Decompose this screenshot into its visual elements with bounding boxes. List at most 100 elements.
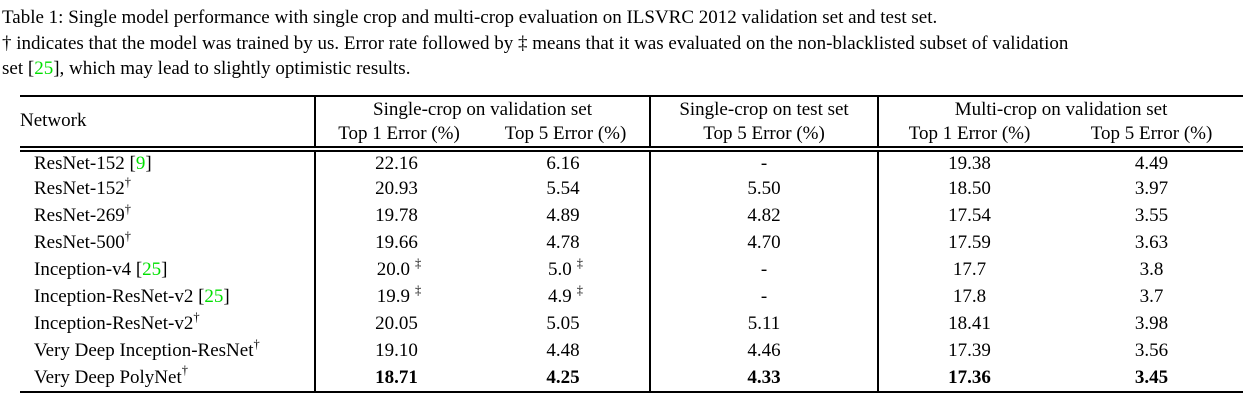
table-row: Inception-ResNet-v2 [25] 19.9 ‡ 4.9 ‡ - 17… [20,283,1243,311]
caption-line-1: Table 1: Single model performance with s… [2,5,1243,31]
value-cell: 4.70 [649,229,879,257]
value: 20.93 [375,178,418,199]
value-cell: 4.33 [649,364,879,392]
table-row: Inception-v4 [25] 20.0 ‡ 5.0 ‡ - 17.7 3.8 [20,256,1243,284]
value: 18.71 [375,366,418,388]
dagger-mark: † [193,310,200,324]
results-table: Network Single-crop on validation set Si… [20,94,1244,393]
value: 20.0 [376,259,410,280]
value-cell: 5.05 [482,311,650,338]
network-name: Very Deep PolyNet [34,366,182,388]
value-cell: 3.8 [1139,259,1164,280]
value: 22.16 [375,152,418,174]
value-cell: 20.05 [314,310,482,338]
value: 5.54 [546,178,580,199]
ref-bracket: ] [223,286,230,307]
dagger-mark: † [181,364,188,378]
value-cell: 17.36 [877,364,1061,392]
value: 19.10 [375,340,418,361]
value-cell: 3.55 [1134,205,1169,226]
value: 19.66 [375,232,418,253]
citation-ref-25[interactable]: 25 [34,58,54,79]
table-caption: Table 1: Single model performance with s… [0,0,1245,82]
value-cell: 18.41 [877,310,1061,338]
value: 5.0 [548,259,572,280]
value: 4.25 [546,366,580,388]
value-cell: 20.0 ‡ [314,256,482,284]
ref-bracket: [ [193,286,205,307]
network-name: ResNet-152 [34,152,125,174]
value-cell: 3.98 [1134,313,1169,334]
value-cell: - [649,256,879,284]
table-row: Inception-ResNet-v2† 20.05 5.05 5.11 18.… [20,310,1243,338]
value-cell: 17.54 [877,202,1061,230]
header-group-single-crop-test: Single-crop on test set [649,95,879,123]
citation-ref[interactable]: 25 [142,259,162,280]
value-cell: 4.78 [482,230,650,257]
value: 5.05 [546,313,580,334]
value-cell: - [649,283,879,311]
ref-bracket: ] [161,259,168,280]
value: 4.89 [546,205,580,226]
network-cell: ResNet-152 [9] [20,149,315,176]
network-cell: Inception-v4 [25] [20,257,315,284]
network-name: ResNet-500 [34,232,125,253]
dagger-mark: † [124,175,132,189]
value: 20.05 [375,313,418,334]
double-dagger-mark: ‡ [576,256,583,270]
value-cell: 18.71 [314,364,482,392]
dagger-mark: † [253,337,260,351]
header-sc-val-top5: Top 5 Error (%) [482,122,651,152]
citation-ref[interactable]: 9 [135,152,146,174]
value-cell: 5.54 [482,176,650,203]
header-group-row: Network Single-crop on validation set Si… [20,95,1244,152]
value-cell: 19.10 [314,337,482,365]
network-name: Inception-ResNet-v2 [34,286,194,307]
caption-line-3: set [25], which may lead to slightly opt… [2,56,1243,82]
double-dagger-mark: ‡ [576,283,583,297]
header-mc-val-top1: Top 1 Error (%) [877,122,1061,152]
value-cell: 19.9 ‡ [314,283,482,311]
network-name: Inception-ResNet-v2 [34,313,194,334]
caption-text: ], which may lead to slightly optimistic… [53,58,411,79]
network-name: ResNet-152 [34,178,125,199]
network-name: Very Deep Inception-ResNet [34,340,254,361]
value-cell: 17.59 [877,229,1061,257]
header-sub-row: Top 1 Error (%) Top 5 Error (%) Top 5 Er… [20,122,1244,152]
value-cell: 4.89 [482,203,650,230]
network-name: ResNet-269 [34,205,125,226]
caption-label: Table 1: [2,7,64,28]
value-cell: 3.63 [1134,232,1169,253]
value-cell: 19.38 [877,148,1061,176]
value: 4.78 [546,232,580,253]
value-cell: 5.0 ‡ [482,257,650,284]
ref-bracket: [ [131,259,143,280]
table-row: ResNet-500† 19.66 4.78 4.70 17.59 3.63 [20,229,1243,257]
value-cell: 22.16 [314,148,482,176]
value-cell: 3.97 [1134,178,1169,199]
value-cell: 4.46 [649,337,879,365]
value: 4.48 [546,340,580,361]
dagger-mark: † [124,229,132,243]
table-row: ResNet-152 [9] 22.16 6.16 - 19.38 4.49 [20,148,1243,176]
value-cell: 4.82 [649,202,879,230]
header-mc-val-top5: Top 5 Error (%) [1060,122,1244,152]
value: 4.9 [548,286,572,307]
value-cell: 17.8 [877,283,1061,311]
value-cell: 3.7 [1139,286,1164,307]
value-cell: 5.50 [649,175,879,203]
value-cell: 20.93 [314,175,482,203]
citation-ref[interactable]: 25 [204,286,224,307]
value: 6.16 [546,152,580,174]
value-cell: 3.56 [1134,340,1169,361]
value: 19.78 [375,205,418,226]
caption-text: set [ [2,58,35,79]
header-group-multi-crop-validation: Multi-crop on validation set [877,95,1244,123]
ref-bracket: ] [145,152,152,174]
table-row: Very Deep Inception-ResNet† 19.10 4.48 4… [20,337,1243,365]
network-cell: ResNet-500† [20,230,315,257]
value-cell: 17.7 [877,256,1061,284]
value-cell: 17.39 [877,337,1061,365]
network-cell: Inception-ResNet-v2† [20,311,315,338]
header-sc-test-top5: Top 5 Error (%) [649,122,879,152]
